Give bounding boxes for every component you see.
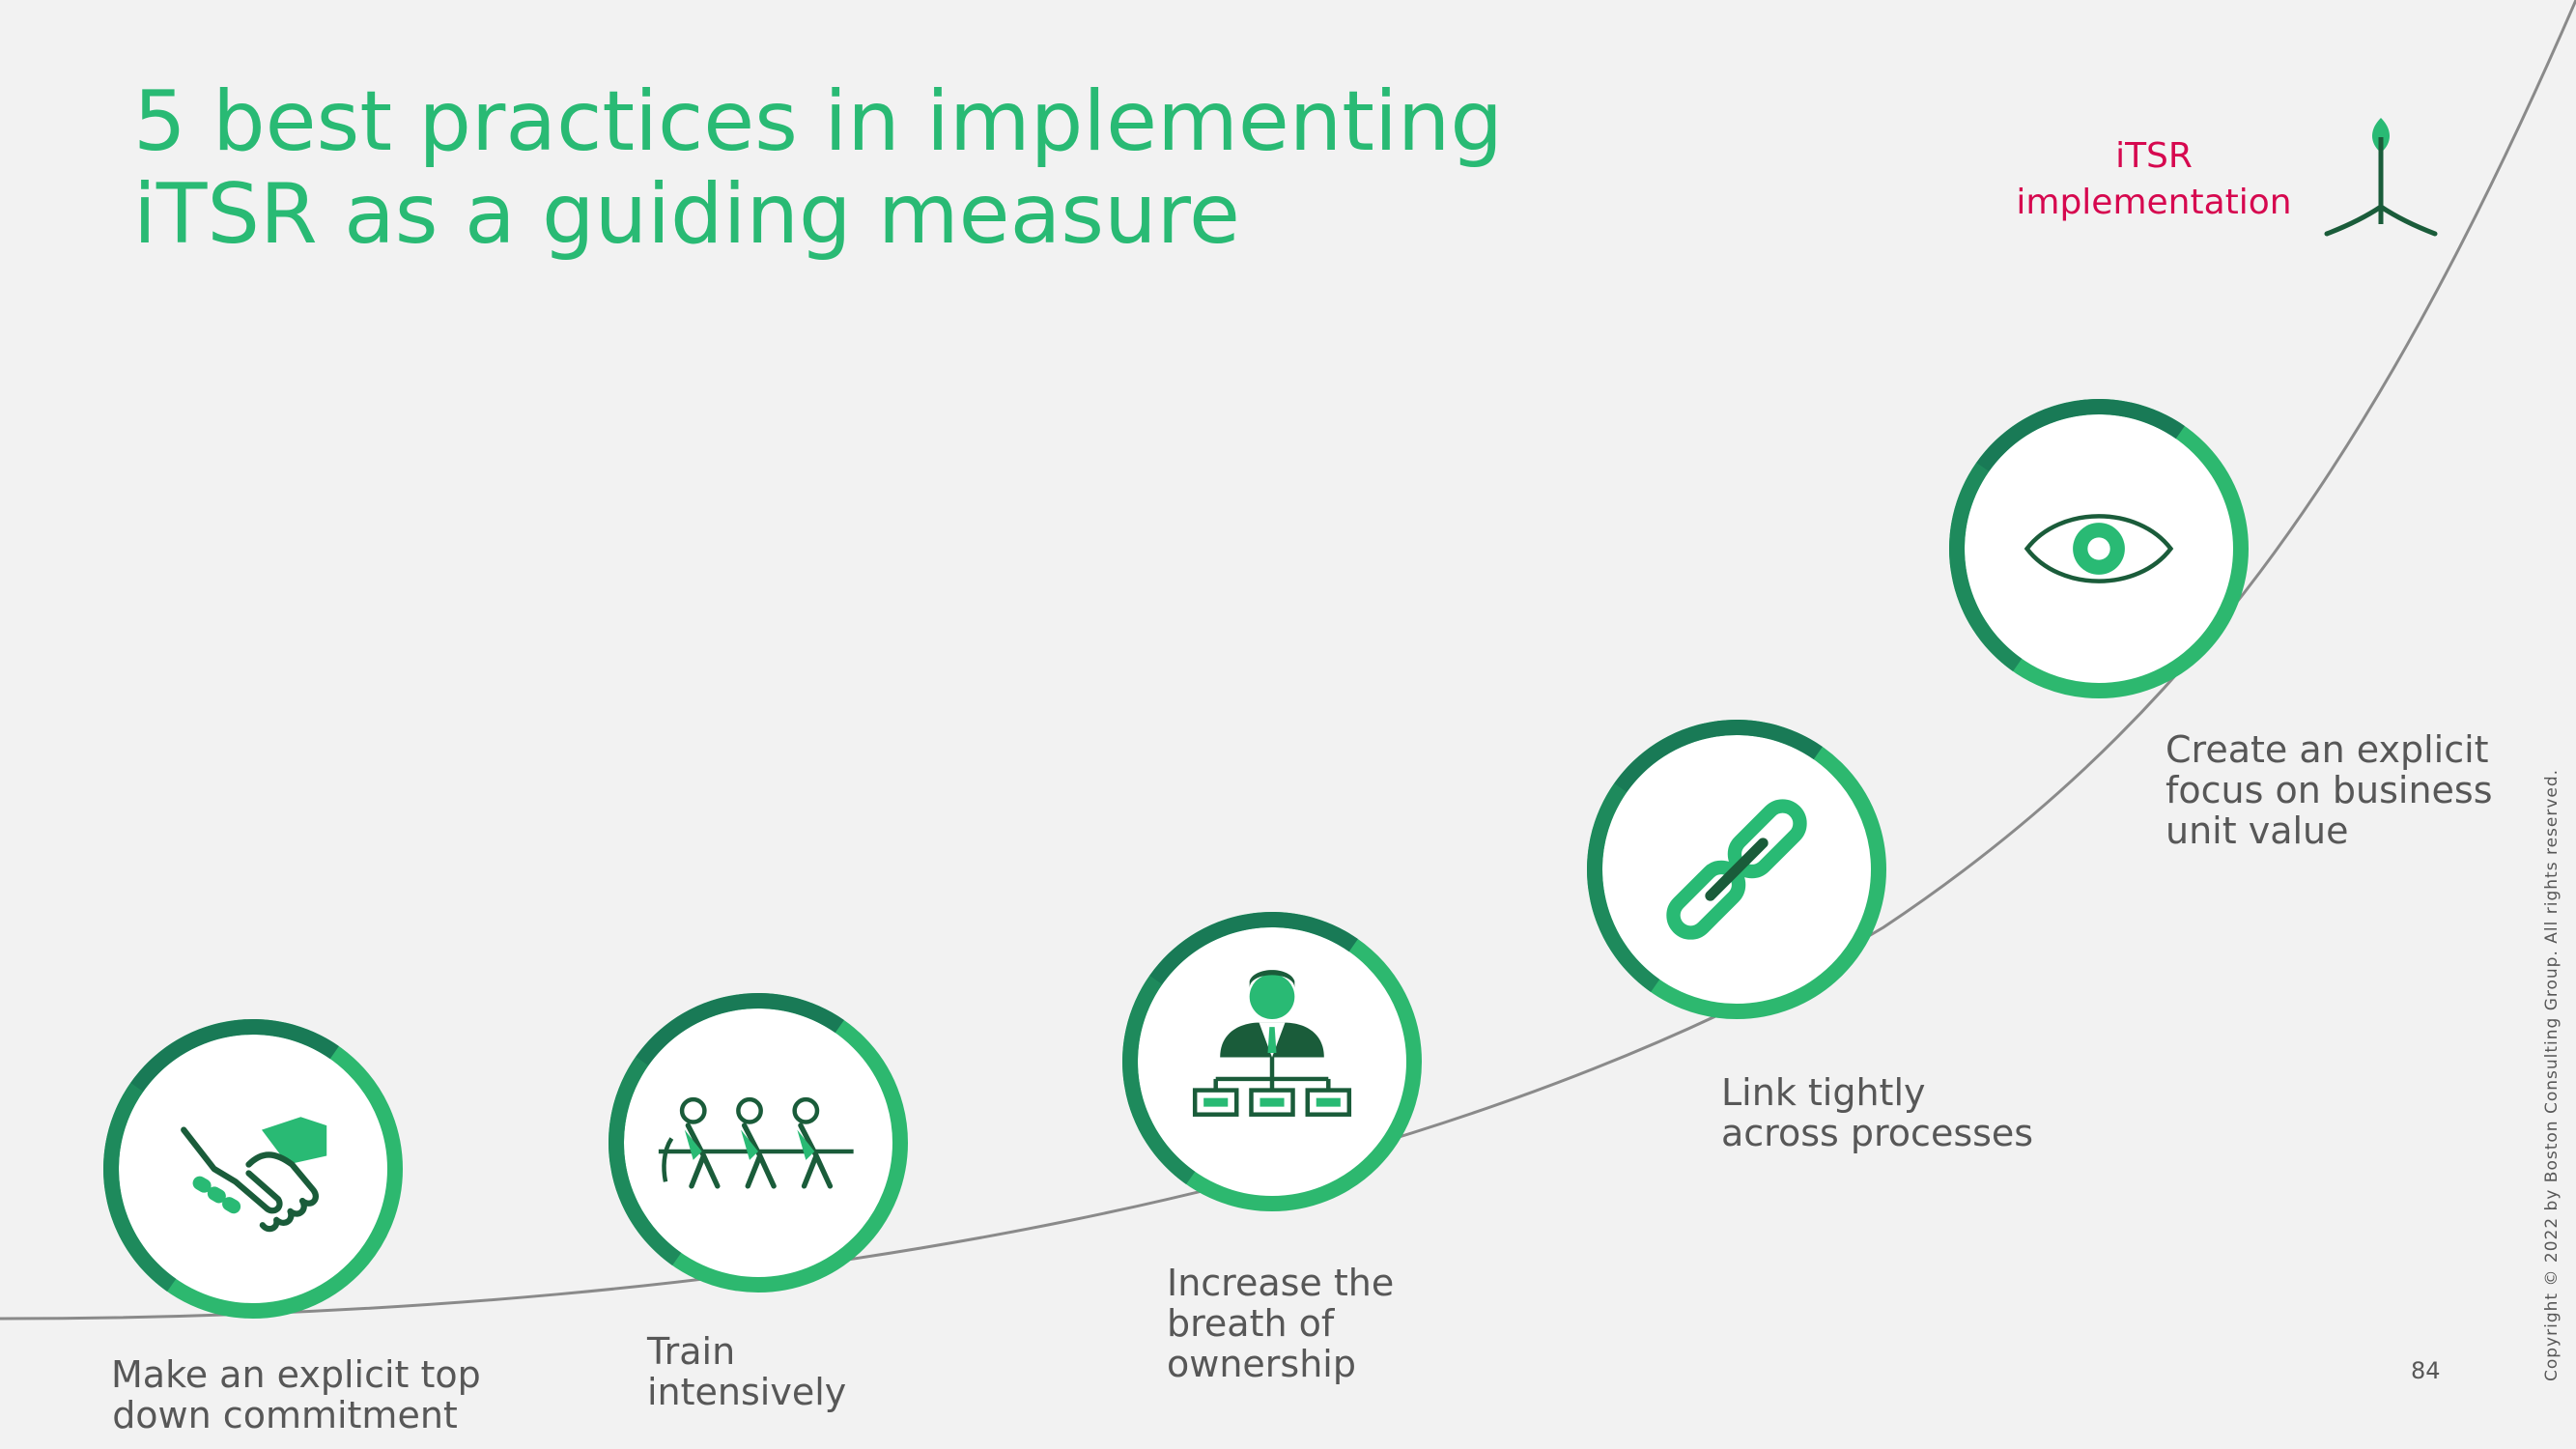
step-5-label-line-2: focus on business xyxy=(2166,769,2493,811)
step-2-label: Train intensively xyxy=(647,1331,846,1412)
step-2-circle xyxy=(609,993,908,1293)
step-4-label: Link tightly across processes xyxy=(1721,1072,2033,1153)
copyright-notice: Copyright © 2022 by Boston Consulting Gr… xyxy=(2542,768,2562,1381)
step-3-label-line-2: breath of xyxy=(1167,1302,1335,1345)
eye-icon xyxy=(2024,514,2174,583)
step-3-label-line-3: ownership xyxy=(1167,1343,1356,1385)
chain-link-icon xyxy=(1666,799,1807,940)
tug-of-war-team-icon xyxy=(658,1096,854,1189)
manager-org-chart-icon xyxy=(1192,970,1352,1117)
title-line-2: iTSR as a guiding measure xyxy=(133,166,1240,263)
step-1-label-line-2: down commitment xyxy=(112,1394,458,1436)
step-1-circle xyxy=(103,1019,403,1319)
step-3-label: Increase the breath of ownership xyxy=(1167,1263,1394,1384)
step-5-label-line-3: unit value xyxy=(2166,810,2349,852)
step-3-circle xyxy=(1122,912,1422,1211)
page-title: 5 best practices in implementing iTSR as… xyxy=(133,75,1503,261)
step-4-label-line-2: across processes xyxy=(1721,1112,2034,1154)
handshake-icon xyxy=(181,1117,327,1233)
step-4-label-line-1: Link tightly xyxy=(1721,1071,1926,1114)
sprout-icon xyxy=(2324,118,2438,237)
step-5-circle xyxy=(1949,399,2249,698)
step-3-label-line-1: Increase the xyxy=(1167,1262,1395,1304)
step-5-label-line-1: Create an explicit xyxy=(2166,728,2489,771)
step-5-label: Create an explicit focus on business uni… xyxy=(2166,729,2493,851)
itsr-implementation-label: iTSR implementation xyxy=(1990,133,2318,226)
step-1-label-line-1: Make an explicit top xyxy=(111,1353,481,1396)
step-2-label-line-2: intensively xyxy=(647,1371,847,1413)
title-line-1: 5 best practices in implementing xyxy=(133,73,1503,170)
step-1-label: Make an explicit top down commitment xyxy=(111,1353,481,1436)
page-number: 84 xyxy=(2411,1357,2441,1384)
brand-line-2: implementation xyxy=(2016,183,2292,222)
brand-line-1: iTSR xyxy=(2115,136,2193,176)
step-4-circle xyxy=(1587,720,1886,1019)
step-2-label-line-1: Train xyxy=(647,1330,736,1373)
